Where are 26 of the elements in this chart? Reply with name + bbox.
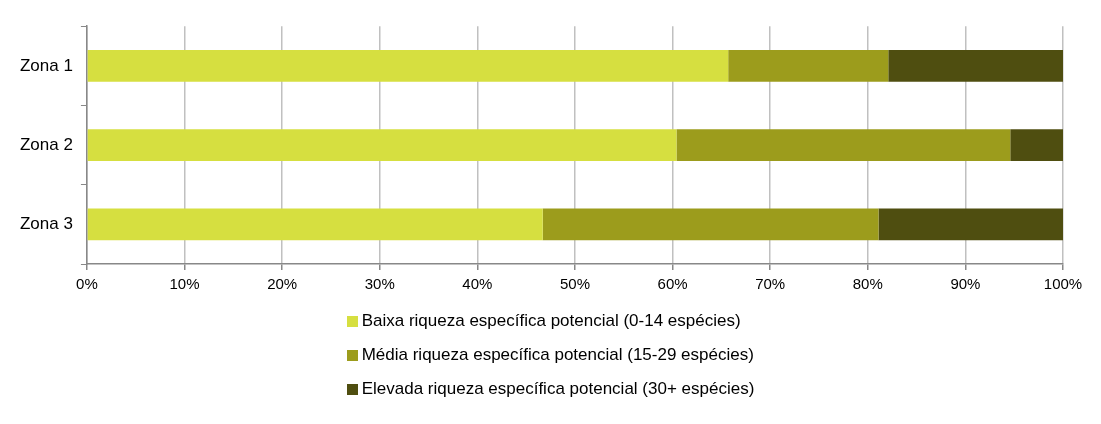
- bar: [87, 49, 729, 82]
- x-tick-label: 30%: [364, 275, 395, 293]
- x-tick-label: 100%: [1043, 275, 1083, 293]
- legend-label: Média riqueza específica potencial (15-29 espécies): [361, 345, 754, 365]
- x-tick-label: 0%: [76, 275, 98, 293]
- bar: [888, 49, 1063, 82]
- y-tick-label: Zona 3: [19, 214, 73, 234]
- bar: [542, 208, 879, 241]
- bar: [1010, 129, 1063, 161]
- legend-label: Elevada riqueza específica potencial (30+ espécies): [361, 379, 755, 399]
- x-tick-label: 10%: [169, 275, 200, 293]
- x-tick-label: 40%: [462, 275, 493, 293]
- bar: [87, 208, 543, 241]
- y-tick-label: Zona 2: [19, 134, 73, 154]
- bar: [676, 129, 1011, 161]
- legend-label: Baixa riqueza específica potencial (0-14 espécies): [361, 311, 741, 331]
- bar: [87, 129, 677, 161]
- x-tick-label: 60%: [657, 275, 688, 293]
- x-tick-label: 50%: [559, 275, 590, 293]
- x-tick-label: 80%: [852, 275, 883, 293]
- y-tick-label: Zona 1: [19, 55, 73, 75]
- x-tick-label: 20%: [267, 275, 298, 293]
- bar: [878, 208, 1063, 241]
- bar: [728, 49, 889, 82]
- x-tick-label: 90%: [950, 275, 981, 293]
- x-tick-label: 70%: [755, 275, 786, 293]
